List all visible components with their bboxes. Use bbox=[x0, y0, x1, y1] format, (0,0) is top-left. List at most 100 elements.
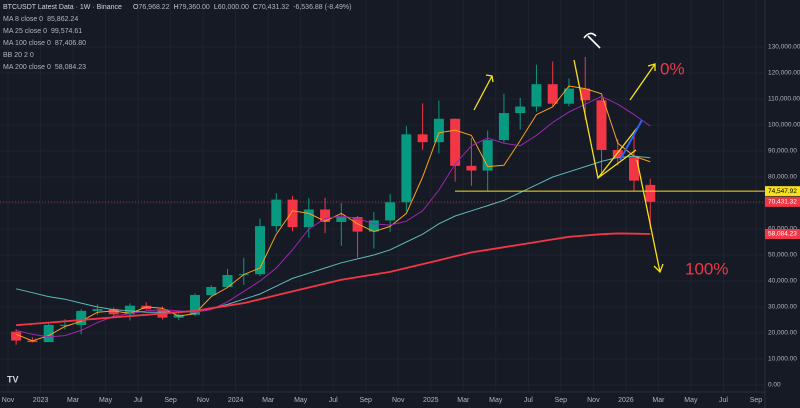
x-tick-label: May bbox=[99, 397, 113, 404]
x-tick-label: Nov bbox=[587, 397, 600, 404]
plot bbox=[0, 56, 765, 345]
x-tick-label: Nov bbox=[2, 397, 15, 404]
y-tick-label: 100,000.00 bbox=[768, 122, 800, 129]
x-tick-label: Jul bbox=[524, 397, 533, 404]
grid bbox=[0, 0, 765, 392]
ohlc-prefix: L bbox=[214, 4, 218, 11]
y-tick-label: 110,000.00 bbox=[768, 96, 800, 103]
ma-line bbox=[16, 95, 651, 338]
candle-body bbox=[515, 106, 526, 114]
candle-body bbox=[271, 199, 282, 227]
candle-body bbox=[255, 226, 266, 275]
x-tick-label: Sep bbox=[359, 397, 372, 404]
x-tick-label: May bbox=[489, 397, 503, 404]
y-tick-label: 120,000.00 bbox=[768, 70, 800, 77]
x-tick-label: Mar bbox=[652, 397, 665, 404]
candle-body bbox=[547, 84, 558, 104]
header-title: BTCUSDT Latest Data · 1W · Binance bbox=[3, 4, 122, 11]
candle-body bbox=[563, 88, 574, 104]
ohlc-value: 79,360.00 bbox=[179, 4, 210, 11]
legend-value: 58,084.23 bbox=[55, 64, 86, 71]
legend-name: MA 25 close 0 bbox=[3, 28, 47, 35]
x-tick-label: Mar bbox=[262, 397, 275, 404]
trend-line bbox=[597, 149, 637, 179]
ohlc-value: 76,968.22 bbox=[138, 4, 169, 11]
annotation: 100% bbox=[685, 259, 728, 278]
candle-body bbox=[43, 324, 54, 343]
legend-name: MA 100 close 0 bbox=[3, 40, 51, 47]
candle-body bbox=[206, 286, 217, 296]
x-tick-label: 2024 bbox=[228, 397, 244, 404]
y-tick-label: 0.00 bbox=[768, 382, 781, 389]
pickaxe-icon bbox=[583, 32, 601, 49]
candle-body bbox=[450, 118, 461, 166]
legend-value: 85,862.24 bbox=[47, 16, 78, 23]
candle-body bbox=[189, 295, 200, 315]
y-tick-label: 80,000.00 bbox=[768, 174, 797, 181]
x-tick-label: Mar bbox=[67, 397, 80, 404]
x-tick-label: Sep bbox=[164, 397, 177, 404]
y-tick-label: 50,000.00 bbox=[768, 252, 797, 259]
candle-body bbox=[466, 165, 477, 171]
candle-body bbox=[336, 217, 347, 222]
candle-body bbox=[59, 324, 70, 326]
legend-name: MA 200 close 0 bbox=[3, 64, 51, 71]
candle-body bbox=[433, 118, 444, 143]
candle-body bbox=[580, 88, 591, 101]
x-tick-label: May bbox=[684, 397, 698, 404]
ohlc-prefix: O bbox=[133, 4, 139, 11]
candle-body bbox=[76, 310, 87, 325]
ohlc-value: 70,431.32 bbox=[258, 4, 289, 11]
candle-body bbox=[320, 209, 331, 222]
drawings bbox=[473, 32, 664, 274]
x-tick-label: 2023 bbox=[33, 397, 49, 404]
y-tick-label: 40,000.00 bbox=[768, 278, 797, 285]
x-tick-label: Mar bbox=[457, 397, 470, 404]
candle-body bbox=[222, 275, 233, 287]
legend-name: MA 8 close 0 bbox=[3, 16, 43, 23]
logo: TV bbox=[7, 374, 19, 384]
trend-line bbox=[619, 119, 643, 161]
y-tick-label: 130,000.00 bbox=[768, 44, 800, 51]
candle-body bbox=[417, 134, 428, 143]
candle-body bbox=[303, 209, 314, 228]
candle-body bbox=[401, 134, 412, 203]
x-tick-label: Jul bbox=[134, 397, 143, 404]
legend-value: 99,574.61 bbox=[51, 28, 82, 35]
arrow-up bbox=[629, 63, 656, 101]
legend-value: 87,406.80 bbox=[55, 40, 86, 47]
ma-line bbox=[16, 232, 651, 327]
arrow-up bbox=[473, 74, 494, 111]
level-label: 74,547.92 bbox=[768, 188, 797, 195]
change: -6,536.88 (-8.49%) bbox=[293, 4, 351, 11]
y-tick-label: 90,000.00 bbox=[768, 148, 797, 155]
candle-body bbox=[11, 331, 22, 341]
x-tick-label: Nov bbox=[392, 397, 405, 404]
candle-body bbox=[124, 305, 135, 315]
candle-body bbox=[629, 157, 640, 181]
ma200-label: 58,084.23 bbox=[768, 231, 797, 238]
candle-body bbox=[108, 309, 119, 315]
candle-body bbox=[482, 140, 493, 171]
x-tick-label: Sep bbox=[555, 397, 568, 404]
legend-name: BB 20 2 0 bbox=[3, 52, 34, 59]
ma-line bbox=[16, 155, 651, 313]
x-tick-label: Jul bbox=[329, 397, 338, 404]
annotation: 0% bbox=[660, 59, 685, 78]
candle-body bbox=[287, 199, 298, 228]
level-badge bbox=[765, 186, 800, 197]
ohlc-prefix: C bbox=[253, 4, 258, 11]
candle-body bbox=[498, 113, 509, 141]
ohlc-value: 60,000.00 bbox=[218, 4, 249, 11]
ma200-badge bbox=[765, 228, 800, 239]
candle-body bbox=[645, 184, 656, 202]
candle-body bbox=[596, 100, 607, 150]
ohlc-prefix: H bbox=[174, 4, 179, 11]
candle-body bbox=[531, 84, 542, 107]
x-tick-label: Nov bbox=[197, 397, 210, 404]
y-tick-label: 10,000.00 bbox=[768, 356, 797, 363]
price-badge bbox=[765, 196, 800, 207]
x-tick-label: Sep bbox=[750, 397, 763, 404]
